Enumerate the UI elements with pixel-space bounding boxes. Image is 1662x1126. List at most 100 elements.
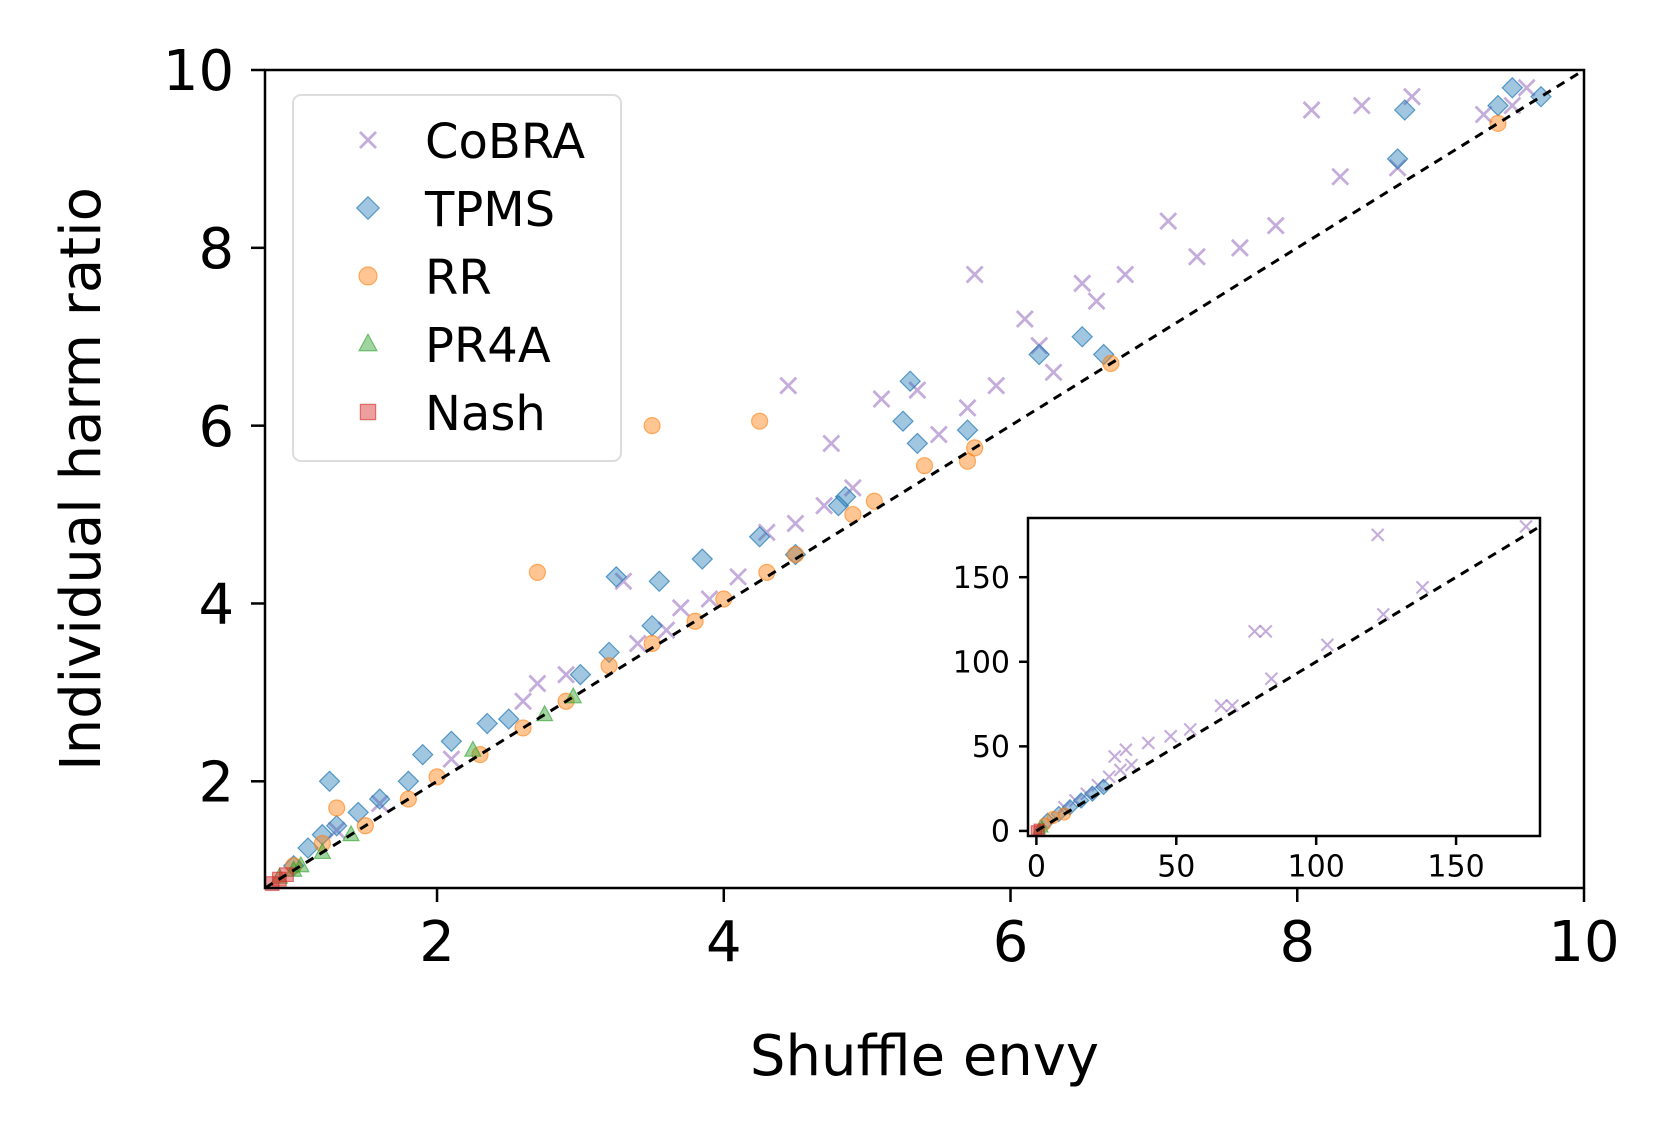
tpms-point <box>956 419 979 441</box>
cobra-point <box>1376 607 1391 622</box>
y-tick-label: 0 <box>991 815 1010 850</box>
cobra-point <box>987 376 1006 395</box>
cobra-point <box>757 523 776 542</box>
legend-label-cobra: CoBRA <box>425 114 585 170</box>
legend-label-nash: Nash <box>425 386 546 442</box>
tpms-point <box>892 410 914 433</box>
tpms-point <box>641 614 663 637</box>
cobra-point <box>1187 247 1206 266</box>
x-tick-label: 8 <box>1279 910 1315 975</box>
y-tick-label: 4 <box>199 573 235 638</box>
cobra-point <box>1519 519 1533 534</box>
cobra-point <box>1119 742 1133 757</box>
tpms-point <box>748 525 771 548</box>
cobra-point <box>1259 624 1273 639</box>
pr4a-legend-marker <box>357 332 379 352</box>
cobra-point <box>1370 528 1385 542</box>
cobra-point <box>1214 699 1228 713</box>
cobra-point <box>1087 292 1106 311</box>
rr-point <box>958 452 977 470</box>
inset-plot-frame <box>1026 516 1542 838</box>
tpms-point <box>1072 792 1090 809</box>
cobra-point <box>843 478 862 497</box>
legend-label-rr: RR <box>425 250 492 306</box>
cobra-point <box>614 572 633 591</box>
tpms-point <box>569 663 592 686</box>
cobra-point <box>671 598 690 617</box>
tpms-point <box>906 432 929 455</box>
rr-point <box>786 545 805 564</box>
cobra-point <box>1044 363 1063 382</box>
cobra-point <box>1352 96 1371 115</box>
pr4a-point <box>463 740 482 757</box>
cobra-point <box>1225 699 1239 713</box>
inset-plot: 0 50 100 150 0 50 100 150 <box>953 516 1542 885</box>
y-tick-label: 10 <box>163 39 234 104</box>
inset-reference-line <box>1035 525 1541 833</box>
main-series-marks <box>264 76 1552 891</box>
rr-point <box>865 492 883 510</box>
cobra-point <box>700 590 719 609</box>
inset-y-ticks: 0 50 100 150 <box>953 561 1028 850</box>
cobra-legend-marker <box>359 131 377 149</box>
y-axis-label: Individual harm ratio <box>49 187 114 771</box>
cobra-point <box>779 376 798 395</box>
rr-point <box>686 612 704 630</box>
tpms-point <box>1092 343 1115 366</box>
cobra-point <box>1080 786 1094 801</box>
cobra-point <box>1015 309 1034 328</box>
cobra-point <box>872 389 891 408</box>
tpms-point <box>899 370 922 393</box>
x-tick-label: 2 <box>419 910 455 975</box>
rr-legend-marker <box>358 266 378 286</box>
x-tick-label: 10 <box>1548 910 1619 975</box>
rr-point <box>528 563 547 581</box>
cobra-point <box>1107 749 1122 764</box>
tpms-point <box>1071 325 1094 348</box>
tpms-point <box>827 494 850 517</box>
legend: CoBRA TPMS RR PR4A Nash <box>292 94 622 462</box>
main-plot: 2 4 6 8 10 2 4 6 8 10 Shuffle envy Individual ha… <box>49 39 1620 1089</box>
cobra-point <box>1517 78 1536 97</box>
main-plot-frame <box>263 68 1586 890</box>
rr-point <box>844 505 862 524</box>
x-tick-label: 6 <box>993 910 1029 975</box>
cobra-point <box>557 665 576 684</box>
rr-point <box>600 657 618 675</box>
legend-label-pr4a: PR4A <box>425 318 551 374</box>
y-tick-label: 2 <box>199 750 235 815</box>
y-tick-label: 100 <box>953 646 1010 681</box>
x-tick-label: 50 <box>1157 850 1195 885</box>
rr-point <box>643 417 661 435</box>
cobra-point <box>1388 158 1407 177</box>
cobra-point <box>442 750 461 769</box>
cobra-point <box>1183 722 1198 737</box>
x-tick-label: 4 <box>706 910 742 975</box>
cobra-point <box>1266 216 1285 235</box>
nash-legend-marker <box>359 403 377 421</box>
y-tick-label: 6 <box>199 395 235 460</box>
cobra-point <box>815 496 834 515</box>
tpms-point <box>325 814 348 837</box>
rr-point <box>915 457 934 475</box>
tpms-point <box>691 548 714 570</box>
x-axis-label: Shuffle envy <box>750 1024 1099 1089</box>
tpms-point <box>1501 76 1524 99</box>
cobra-point <box>1073 274 1092 293</box>
cobra-point <box>1159 212 1178 231</box>
cobra-point <box>958 398 977 417</box>
tpms-point <box>605 565 628 588</box>
cobra-point <box>1113 763 1128 777</box>
tpms-point <box>440 730 463 753</box>
inset-x-ticks: 0 50 100 150 <box>1027 836 1485 885</box>
cobra-point <box>1331 167 1350 186</box>
cobra-point <box>1124 758 1139 772</box>
cobra-point <box>929 425 948 444</box>
y-tick-label: 50 <box>972 730 1010 765</box>
tpms-point <box>318 770 341 793</box>
cobra-point <box>514 692 533 711</box>
legend-box <box>292 94 622 462</box>
rr-point <box>328 799 346 817</box>
tpms-point <box>598 641 620 664</box>
cobra-point <box>1116 265 1135 284</box>
